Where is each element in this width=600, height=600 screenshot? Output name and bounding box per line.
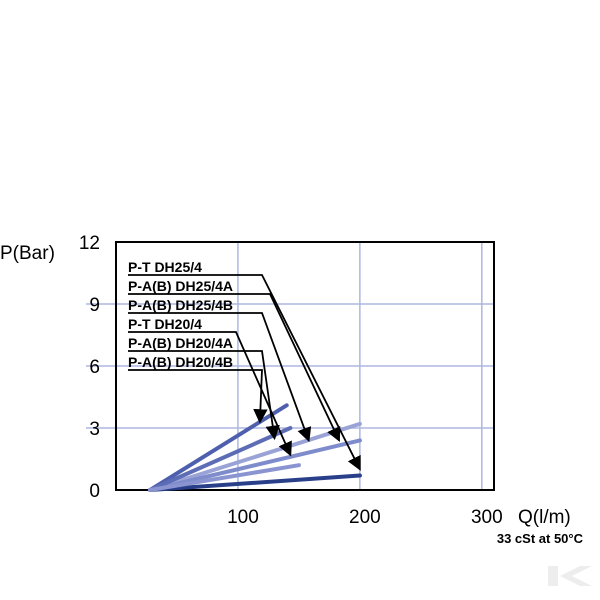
legend-label-0: P-T DH25/4 (128, 259, 202, 275)
legend-leader-5 (128, 369, 268, 424)
legend: P-T DH25/4 P-A(B) DH25/4A P-A(B) DH25/4B P-… (128, 259, 361, 471)
legend-label-3: P-T DH20/4 (128, 316, 202, 332)
series-line-2 (148, 473, 362, 492)
legend-label-5: P-A(B) DH20/4B (128, 354, 233, 370)
y-tick-label: 0 (89, 481, 100, 502)
y-tick-label: 6 (89, 357, 100, 378)
legend-leader-4 (128, 350, 280, 441)
legend-leader-3 (128, 331, 292, 457)
legend-label-1: P-A(B) DH25/4A (128, 278, 233, 294)
grid (86, 242, 494, 490)
x-tick-label: 200 (349, 507, 381, 528)
viscosity-note: 33 cSt at 50°C (497, 531, 584, 546)
tick-labels: 0 3 6 9 12 100 200 300 (79, 233, 503, 528)
y-tick-label: 9 (89, 295, 100, 316)
series-line-5 (148, 463, 301, 492)
y-tick-label: 3 (89, 419, 100, 440)
plot-frame (115, 241, 495, 491)
series-line-1 (148, 438, 362, 492)
x-axis-label: Q(l/m) (518, 507, 571, 528)
x-tick-label: 100 (227, 507, 259, 528)
x-tick-label: 300 (471, 507, 503, 528)
legend-leader-2 (128, 312, 312, 443)
legend-leader-0 (128, 274, 361, 471)
legend-label-2: P-A(B) DH25/4B (128, 297, 233, 313)
y-tick-label: 12 (79, 233, 100, 254)
y-axis-label: P(Bar) (0, 243, 55, 264)
legend-label-4: P-A(B) DH20/4A (128, 335, 233, 351)
series-line-0 (148, 421, 362, 492)
brand-logo (548, 566, 592, 586)
legend-leader-1 (128, 293, 341, 443)
